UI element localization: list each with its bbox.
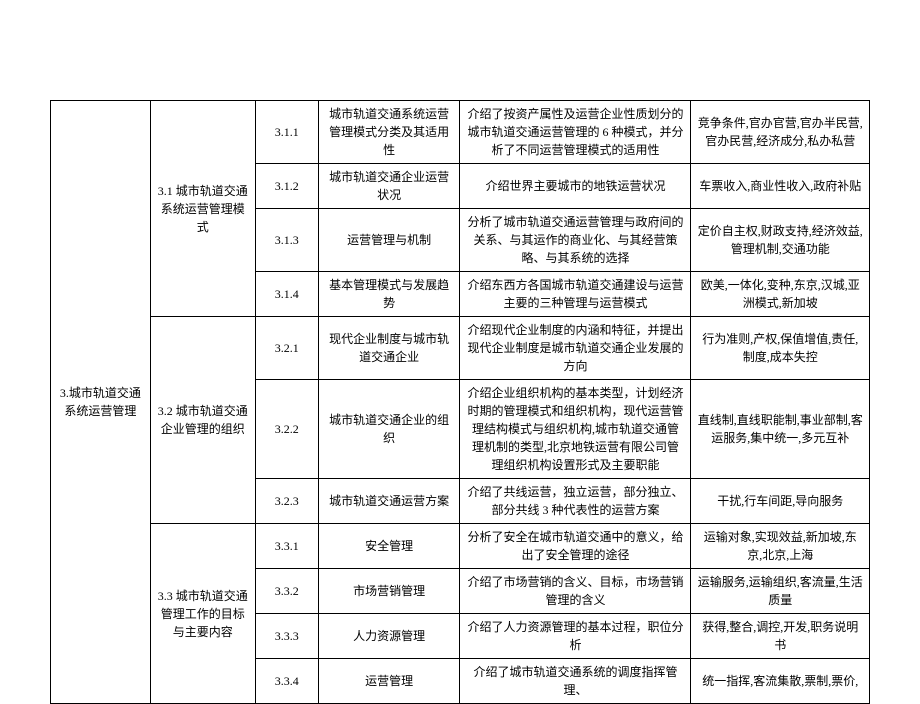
desc-cell: 介绍了人力资源管理的基本过程，职位分析: [460, 614, 691, 659]
keyword-cell: 获得,整合,调控,开发,职务说明书: [691, 614, 870, 659]
num-cell: 3.2.2: [255, 380, 318, 479]
desc-cell: 介绍企业组织机构的基本类型，计划经济时期的管理模式和组织机构，现代运营管理结构模…: [460, 380, 691, 479]
num-cell: 3.3.4: [255, 659, 318, 704]
keyword-cell: 车票收入,商业性收入,政府补贴: [691, 164, 870, 209]
section-cell: 3.2 城市轨道交通企业管理的组织: [150, 317, 255, 524]
num-cell: 3.1.2: [255, 164, 318, 209]
title-cell: 运营管理与机制: [318, 209, 460, 272]
title-cell: 城市轨道交通运营方案: [318, 479, 460, 524]
num-cell: 3.2.1: [255, 317, 318, 380]
keyword-cell: 直线制,直线职能制,事业部制,客运服务,集中统一,多元互补: [691, 380, 870, 479]
num-cell: 3.1.3: [255, 209, 318, 272]
desc-cell: 介绍了城市轨道交通系统的调度指挥管理、: [460, 659, 691, 704]
title-cell: 市场营销管理: [318, 569, 460, 614]
outline-table: 3.城市轨道交通系统运营管理 3.1 城市轨道交通系统运营管理模式 3.1.1 …: [50, 100, 870, 704]
keyword-cell: 定价自主权,财政支持,经济效益,管理机制,交通功能: [691, 209, 870, 272]
desc-cell: 介绍东西方各国城市轨道交通建设与运营主要的三种管理与运营模式: [460, 272, 691, 317]
keyword-cell: 统一指挥,客流集散,票制,票价,: [691, 659, 870, 704]
num-cell: 3.3.1: [255, 524, 318, 569]
keyword-cell: 竞争条件,官办官营,官办半民营,官办民营,经济成分,私办私营: [691, 101, 870, 164]
section-cell: 3.1 城市轨道交通系统运营管理模式: [150, 101, 255, 317]
table-row: 3.3 城市轨道交通管理工作的目标与主要内容 3.3.1 安全管理 分析了安全在…: [51, 524, 870, 569]
title-cell: 基本管理模式与发展趋势: [318, 272, 460, 317]
keyword-cell: 欧美,一体化,变种,东京,汉城,亚洲模式,新加坡: [691, 272, 870, 317]
num-cell: 3.2.3: [255, 479, 318, 524]
desc-cell: 介绍了按资产属性及运营企业性质划分的城市轨道交通运营管理的 6 种模式，并分析了…: [460, 101, 691, 164]
title-cell: 人力资源管理: [318, 614, 460, 659]
desc-cell: 介绍现代企业制度的内涵和特征，并提出现代企业制度是城市轨道交通企业发展的方向: [460, 317, 691, 380]
table-row: 3.城市轨道交通系统运营管理 3.1 城市轨道交通系统运营管理模式 3.1.1 …: [51, 101, 870, 164]
desc-cell: 分析了城市轨道交通运营管理与政府间的关系、与其运作的商业化、与其经营策略、与其系…: [460, 209, 691, 272]
title-cell: 现代企业制度与城市轨道交通企业: [318, 317, 460, 380]
desc-cell: 介绍了共线运营，独立运营，部分独立、部分共线 3 种代表性的运营方案: [460, 479, 691, 524]
title-cell: 城市轨道交通企业运营状况: [318, 164, 460, 209]
num-cell: 3.1.4: [255, 272, 318, 317]
desc-cell: 分析了安全在城市轨道交通中的意义，给出了安全管理的途径: [460, 524, 691, 569]
desc-cell: 介绍了市场营销的含义、目标，市场营销管理的含义: [460, 569, 691, 614]
keyword-cell: 运输对象,实现效益,新加坡,东京,北京,上海: [691, 524, 870, 569]
chapter-cell: 3.城市轨道交通系统运营管理: [51, 101, 151, 704]
outline-table-body: 3.城市轨道交通系统运营管理 3.1 城市轨道交通系统运营管理模式 3.1.1 …: [51, 101, 870, 704]
keyword-cell: 干扰,行车间距,导向服务: [691, 479, 870, 524]
title-cell: 安全管理: [318, 524, 460, 569]
title-cell: 城市轨道交通系统运营管理模式分类及其适用性: [318, 101, 460, 164]
title-cell: 城市轨道交通企业的组织: [318, 380, 460, 479]
desc-cell: 介绍世界主要城市的地铁运营状况: [460, 164, 691, 209]
num-cell: 3.3.3: [255, 614, 318, 659]
keyword-cell: 行为准则,产权,保值增值,责任,制度,成本失控: [691, 317, 870, 380]
document-page: 3.城市轨道交通系统运营管理 3.1 城市轨道交通系统运营管理模式 3.1.1 …: [0, 0, 920, 651]
num-cell: 3.1.1: [255, 101, 318, 164]
title-cell: 运营管理: [318, 659, 460, 704]
section-cell: 3.3 城市轨道交通管理工作的目标与主要内容: [150, 524, 255, 704]
keyword-cell: 运输服务,运输组织,客流量,生活质量: [691, 569, 870, 614]
num-cell: 3.3.2: [255, 569, 318, 614]
table-row: 3.2 城市轨道交通企业管理的组织 3.2.1 现代企业制度与城市轨道交通企业 …: [51, 317, 870, 380]
